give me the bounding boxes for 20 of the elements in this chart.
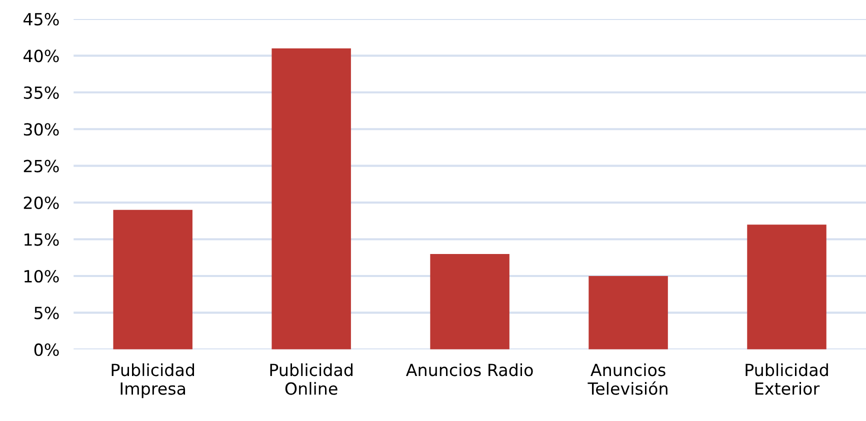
x-tick-label: Anuncios Televisión (588, 363, 668, 395)
y-tick-label: 15% (24, 233, 59, 246)
y-tick-label: 35% (24, 86, 59, 99)
bar (747, 224, 826, 350)
bar (113, 210, 192, 350)
bar (430, 254, 510, 350)
y-tick-label: 20% (24, 196, 59, 210)
y-tick-label: 30% (24, 123, 59, 136)
bar (272, 48, 351, 350)
y-tick-label: 10% (24, 270, 59, 283)
x-tick-label: Publicidad Online (270, 363, 352, 395)
y-tick-label: 5% (34, 306, 59, 320)
y-tick-label: 25% (24, 160, 59, 172)
x-tick-label: Publicidad Exterior (746, 363, 828, 395)
x-tick-label: Publicidad Impresa (112, 363, 194, 398)
y-tick-label: 0% (34, 343, 59, 356)
x-tick-label: Anuncios Radio (406, 363, 533, 376)
y-tick-label: 45% (23, 12, 59, 26)
y-tick-label: 40% (23, 50, 59, 62)
bar (588, 276, 668, 350)
